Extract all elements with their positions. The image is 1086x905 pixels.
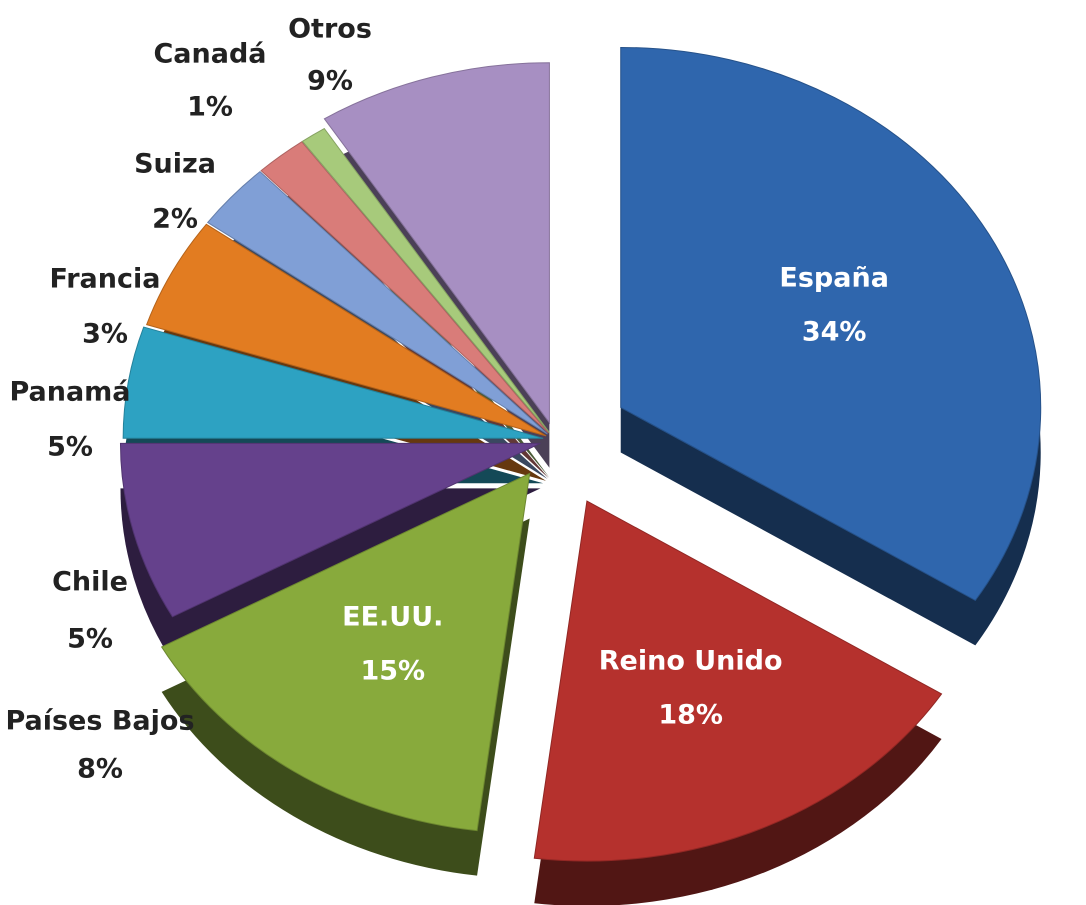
- slice-name: Reino Unido: [599, 646, 783, 677]
- slice: [119, 442, 541, 618]
- slice-value: 8%: [77, 754, 123, 785]
- slice-name: Francia: [50, 264, 161, 295]
- slice-value: 2%: [152, 204, 198, 235]
- slice-name: Países Bajos: [5, 706, 194, 737]
- slice-value: 9%: [307, 66, 353, 97]
- slice: [206, 170, 548, 435]
- slice-value: 3%: [82, 319, 128, 350]
- slice: [122, 326, 544, 439]
- slice-value: 15%: [360, 656, 425, 687]
- slice-name: EE.UU.: [342, 602, 443, 633]
- slice: [323, 62, 550, 425]
- slice-name: Panamá: [9, 377, 130, 408]
- slice-name: Canadá: [153, 39, 266, 70]
- slice-value: 1%: [187, 92, 233, 123]
- slice-name: Chile: [52, 567, 128, 598]
- slice-value: 5%: [67, 624, 113, 655]
- slice-value: 18%: [658, 700, 723, 731]
- slice: [620, 46, 1042, 602]
- slice-name: Otros: [288, 14, 372, 45]
- slice: [145, 223, 547, 437]
- slice-name: España: [779, 262, 889, 293]
- slice: [260, 141, 550, 434]
- slice-value: 34%: [802, 316, 867, 347]
- slice-name: Suiza: [134, 149, 216, 180]
- slice: [160, 472, 531, 832]
- slice: [301, 127, 550, 433]
- slice: [533, 500, 943, 862]
- slice-value: 5%: [47, 432, 93, 463]
